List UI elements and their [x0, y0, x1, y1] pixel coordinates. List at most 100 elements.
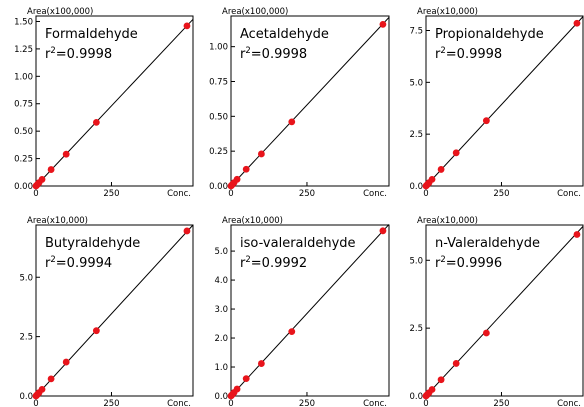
r-squared-superscript: 2: [245, 255, 250, 265]
y-tick-label: 4.0: [214, 276, 228, 286]
y-tick-label: 1.0: [214, 363, 228, 373]
x-tick-label: 0: [33, 399, 38, 407]
r-squared-prefix: r: [45, 256, 51, 271]
y-axis-label: Area(x100,000): [222, 7, 288, 17]
r-squared-prefix: r: [435, 47, 441, 62]
x-tick-label: 0: [423, 189, 428, 199]
y-axis-label: Area(x10,000): [27, 216, 88, 226]
data-point: [379, 20, 387, 28]
y-tick-label: 5.0: [214, 247, 228, 257]
y-tick-label: 5.0: [19, 273, 33, 283]
x-axis-label: Conc.: [557, 399, 581, 407]
data-point: [233, 385, 241, 393]
chart-panel-4: Area(x10,000) 0.0 2.5 5.0 0 250 Conc. Butyralde…: [19, 216, 194, 407]
r-squared-prefix: r: [240, 256, 246, 271]
y-tick-label: 0.0: [409, 182, 423, 192]
chart-panel-3: Area(x10,000) 0.0 2.5 5.0 7.5 0 250 Conc. Propio…: [409, 7, 584, 199]
regression-line: [35, 18, 194, 187]
x-tick-label: 0: [228, 399, 233, 407]
regression-line: [425, 226, 584, 397]
x-axis-label: Conc.: [167, 189, 191, 199]
plot-frame: [230, 224, 390, 397]
r-squared-value: =0.9994: [56, 256, 112, 271]
r-squared-value: =0.9996: [446, 256, 502, 271]
data-point: [379, 227, 387, 235]
r-squared-prefix: r: [435, 256, 441, 271]
data-point: [482, 117, 490, 125]
data-point: [92, 118, 100, 126]
x-tick-label: 0: [33, 189, 38, 199]
y-axis-label: Area(x10,000): [417, 7, 478, 17]
r-squared: r2=0.9998: [45, 46, 112, 62]
data-point: [183, 22, 191, 30]
data-point: [38, 176, 46, 183]
plot-frame: [230, 15, 390, 187]
x-tick-label: 250: [299, 189, 315, 199]
data-point: [92, 327, 100, 335]
regression-line: [425, 16, 584, 187]
data-point: [47, 375, 55, 383]
data-point: [573, 19, 581, 27]
chart-panel-5: Area(x10,000) 0.0 1.0 2.0 3.0 4.0 5.0 0 250 Conc.…: [214, 216, 390, 407]
y-tick-label: 5.0: [409, 256, 423, 266]
data-point: [573, 231, 581, 238]
x-tick-label: 0: [228, 189, 233, 199]
r-squared-value: =0.9998: [56, 47, 112, 62]
compound-name: Acetaldehyde: [240, 27, 329, 42]
compound-name: n-Valeraldehyde: [435, 236, 540, 251]
r-squared-value: =0.9998: [251, 47, 307, 62]
data-point: [62, 150, 70, 158]
data-point: [452, 360, 460, 367]
y-tick-label: 0.25: [209, 147, 228, 157]
y-tick-label: 7.5: [409, 27, 423, 37]
chart-panel-2: Area(x100,000) 0.00 0.25 0.50 0.75 1.00 0 250 Co…: [209, 7, 390, 199]
data-point: [288, 118, 296, 126]
y-tick-label: 0.75: [209, 77, 228, 87]
y-tick-label: 3.0: [214, 305, 228, 315]
y-tick-label: 1.50: [14, 17, 33, 27]
r-squared: r2=0.9994: [45, 255, 112, 271]
y-tick-label: 0.0: [19, 392, 33, 402]
r-squared-superscript: 2: [50, 255, 55, 265]
r-squared-superscript: 2: [440, 255, 445, 265]
regression-line: [230, 224, 390, 397]
r-squared-prefix: r: [240, 47, 246, 62]
plot-frame: [425, 15, 584, 187]
y-tick-label: 1.00: [14, 72, 33, 82]
chart-panel-6: Area(x10,000) 0.0 2.5 5.0 0 250 Conc. n-Valeral…: [409, 216, 584, 407]
y-axis-label: Area(x100,000): [27, 7, 93, 17]
data-point: [428, 386, 436, 393]
data-point: [437, 376, 445, 384]
r-squared-superscript: 2: [440, 46, 445, 56]
data-point: [257, 150, 265, 158]
regression-line: [35, 224, 194, 397]
data-point: [437, 166, 445, 173]
plot-frame: [35, 15, 194, 187]
y-tick-label: 0.25: [14, 155, 33, 165]
r-squared-value: =0.9998: [446, 47, 502, 62]
y-tick-label: 2.5: [409, 130, 423, 140]
x-axis-label: Conc.: [363, 189, 387, 199]
data-point: [482, 329, 490, 337]
y-tick-label: 2.5: [19, 333, 33, 343]
data-point: [38, 385, 46, 393]
regression-line: [230, 17, 390, 187]
x-tick-label: 250: [299, 399, 315, 407]
data-point: [183, 227, 191, 235]
data-point: [47, 166, 55, 173]
r-squared: r2=0.9998: [240, 46, 307, 62]
compound-name: iso-valeraldehyde: [240, 236, 356, 251]
data-point: [257, 360, 265, 367]
x-axis-label: Conc.: [557, 189, 581, 199]
data-point: [452, 149, 460, 157]
y-axis-label: Area(x10,000): [222, 216, 283, 226]
x-tick-label: 250: [103, 399, 119, 407]
x-tick-label: 250: [103, 189, 119, 199]
x-tick-label: 250: [493, 189, 509, 199]
data-point: [428, 175, 436, 183]
y-tick-label: 0.0: [214, 392, 228, 402]
plot-frame: [35, 224, 194, 397]
y-tick-label: 5.0: [409, 78, 423, 88]
